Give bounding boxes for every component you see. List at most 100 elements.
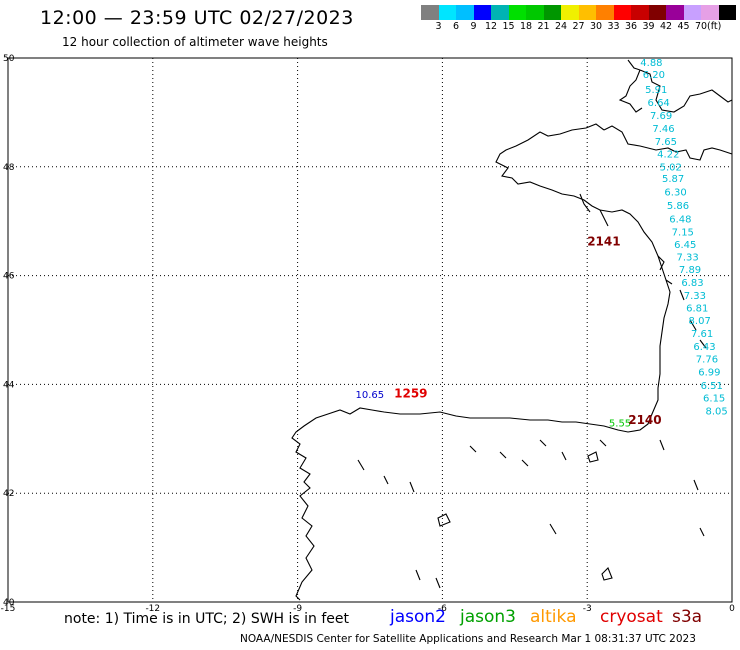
- wave-height-label: 7.76: [696, 355, 718, 366]
- wave-height-label: 5.91: [645, 85, 667, 96]
- color-swatch: [473, 5, 491, 20]
- coastline: [291, 59, 733, 601]
- color-scale-bar: [421, 5, 736, 20]
- wave-height-label: 8.05: [705, 406, 727, 417]
- pass-time-label: 2140: [628, 413, 661, 427]
- lon-tick-label: 0: [729, 604, 735, 614]
- wave-height-label: 6.20: [643, 70, 665, 81]
- lat-tick-label: 50: [3, 54, 15, 64]
- wave-height-label: 5.87: [662, 174, 684, 185]
- wave-height-label: 6.30: [664, 188, 686, 199]
- color-swatch: [631, 5, 649, 20]
- legend-jason3: jason3: [460, 607, 516, 627]
- color-scale-label: 45: [677, 21, 690, 32]
- wave-height-label: 7.46: [652, 124, 674, 135]
- coast-brittany: [291, 123, 671, 601]
- map-title: 12:00 — 23:59 UTC 02/27/2023: [40, 7, 354, 29]
- map-subtitle: 12 hour collection of altimeter wave hei…: [62, 35, 328, 49]
- color-swatch: [578, 5, 596, 20]
- color-scale-label: 18: [519, 21, 533, 32]
- color-scale-label: 27: [572, 21, 585, 32]
- lon-tick-label: -12: [145, 604, 160, 614]
- island-1: [587, 451, 599, 463]
- coast-bits-bay: [657, 255, 707, 349]
- credit-line: NOAA/NESDIS Center for Satellite Applica…: [240, 633, 696, 645]
- wave-height-labels: 4.886.20 5.91 6.64 7.69 7.46 7.65 4.22 5.025.87…: [356, 58, 728, 429]
- lon-tick-label: -6: [438, 604, 447, 614]
- color-scale-unit: (ft): [707, 21, 722, 32]
- lat-tick-label: 44: [3, 380, 15, 390]
- wave-height-label: 7.69: [650, 111, 672, 122]
- wave-height-label: 6.45: [674, 240, 696, 251]
- wave-height-label: 5.55: [609, 418, 631, 429]
- color-swatch: [718, 5, 736, 20]
- color-scale-label: 42: [659, 21, 673, 32]
- wave-height-label: 6.99: [698, 368, 720, 379]
- color-swatch: [456, 5, 474, 20]
- color-swatch: [491, 5, 509, 20]
- island-2: [437, 513, 451, 527]
- wave-height-label: 6.43: [693, 342, 715, 353]
- color-scale-label: 33: [607, 21, 620, 32]
- color-swatch: [596, 5, 614, 20]
- lat-tick-label: 42: [3, 489, 14, 499]
- wave-height-label: 6.64: [648, 98, 670, 109]
- wave-height-label: 7.89: [679, 265, 701, 276]
- coast-gulf-morbihan: [579, 193, 609, 227]
- wave-height-label: 7.33: [684, 291, 706, 302]
- wave-height-label: 7.15: [672, 227, 694, 238]
- legend-cryosat: cryosat: [600, 607, 663, 627]
- wave-height-label: 10.65: [356, 390, 385, 401]
- lat-tick-label: 40: [3, 598, 15, 608]
- axis-tick-labels: 50 48 46 44 42 40-15 -12 -9 -6 -3 0: [1, 54, 735, 614]
- lat-lon-grid: [8, 58, 732, 602]
- color-scale-label: 15: [502, 21, 515, 32]
- color-swatch: [526, 5, 544, 20]
- color-swatch: [438, 5, 456, 20]
- wave-height-label: 5.02: [660, 163, 682, 174]
- color-swatch: [666, 5, 684, 20]
- color-swatch: [683, 5, 701, 20]
- color-swatch: [543, 5, 561, 20]
- color-swatch: [613, 5, 631, 20]
- color-scale-label: 12: [484, 21, 498, 32]
- color-scale-label: 3: [435, 21, 442, 32]
- units-note: note: 1) Time is in UTC; 2) SWH is in fe…: [64, 611, 350, 627]
- color-scale-label: 9: [470, 21, 477, 32]
- color-scale-label: 70: [694, 21, 708, 32]
- wave-height-label: 8.07: [689, 316, 711, 327]
- river-segments: [357, 439, 705, 589]
- lat-tick-label: 46: [3, 272, 15, 282]
- color-scale-label: 6: [452, 21, 460, 32]
- coast-cotentin: [618, 59, 643, 113]
- legend-altika: altika: [530, 607, 577, 627]
- wave-height-label: 6.83: [681, 278, 703, 289]
- wave-height-label: 7.61: [691, 329, 713, 340]
- legend-s3a: s3a: [672, 607, 703, 627]
- lon-tick-label: -15: [1, 604, 16, 614]
- pass-time-label: 1259: [394, 386, 427, 400]
- color-swatch: [648, 5, 666, 20]
- color-swatch: [421, 5, 439, 20]
- color-swatch: [701, 5, 719, 20]
- wave-height-label: 4.88: [640, 58, 662, 69]
- color-scale-label: 36: [624, 21, 638, 32]
- wave-height-label: 6.15: [703, 393, 725, 404]
- wave-height-label: 6.81: [686, 304, 708, 315]
- map-frame: [7, 57, 733, 603]
- color-swatch: [508, 5, 526, 20]
- wave-height-label: 7.33: [676, 252, 698, 263]
- wave-height-label: 6.48: [669, 214, 691, 225]
- coast-north-brittany: [603, 125, 733, 161]
- color-scale-label: 21: [537, 21, 550, 32]
- color-scale-labels: 3 6 9 12 15 18 21 24 27 30 33 36 39 42 45 70 (ft): [421, 21, 740, 35]
- color-scale-label: 30: [589, 21, 603, 32]
- pass-time-label: 2141: [587, 235, 620, 249]
- color-scale-label: 24: [554, 21, 568, 32]
- color-scale-label: 39: [642, 21, 655, 32]
- island-3: [601, 567, 613, 581]
- wave-height-label: 5.86: [667, 201, 689, 212]
- coast-normandy: [639, 69, 733, 113]
- lat-tick-label: 48: [3, 163, 15, 173]
